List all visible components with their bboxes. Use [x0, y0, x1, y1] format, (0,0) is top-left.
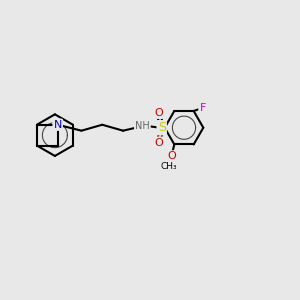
Text: O: O: [154, 138, 163, 148]
Text: F: F: [200, 103, 206, 113]
Text: CH₃: CH₃: [160, 162, 177, 171]
Text: NH: NH: [135, 121, 150, 131]
Text: N: N: [53, 120, 62, 130]
Text: S: S: [158, 121, 166, 134]
Text: O: O: [154, 108, 163, 118]
Text: O: O: [167, 151, 176, 161]
